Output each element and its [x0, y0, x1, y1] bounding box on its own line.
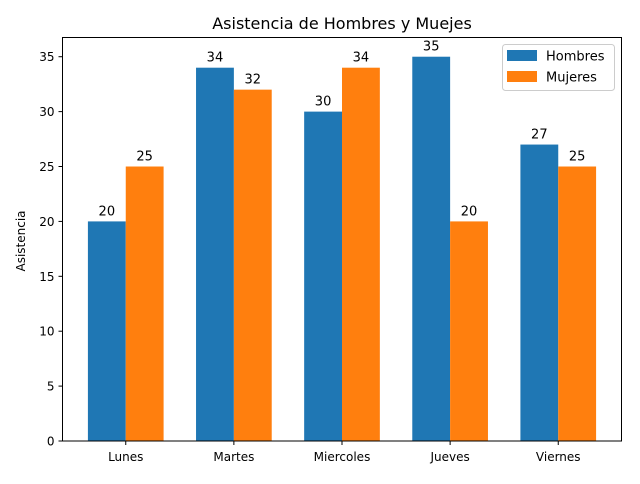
data-label: 25 [136, 150, 153, 165]
y-tick-label: 25 [39, 160, 54, 174]
y-tick-label: 10 [39, 325, 54, 339]
bar-mujeres-lunes [125, 166, 164, 442]
legend-label-hombres: Hombres [546, 50, 605, 65]
legend-swatch-mujeres [507, 71, 537, 82]
bar-hombres-viernes [520, 144, 559, 441]
data-label: 30 [315, 95, 332, 110]
bar-mujeres-martes [233, 89, 272, 441]
bar-mujeres-viernes [558, 166, 597, 442]
y-tick-label: 0 [47, 435, 55, 449]
bar-hombres-martes [196, 67, 234, 441]
bar-hombres-miercoles [304, 111, 342, 441]
plot-area: 20 34 30 35 27 25 32 34 20 25 Lunes Martes Miercoles… [39, 40, 597, 464]
axes-frame [62, 37, 622, 442]
data-label: 35 [423, 40, 440, 55]
y-tick-label: 15 [39, 270, 54, 284]
x-tick-label: Martes [213, 450, 254, 464]
x-tick-label: Miercoles [314, 450, 371, 464]
data-label: 34 [207, 51, 224, 66]
data-label: 20 [461, 204, 478, 219]
y-tick-label: 5 [47, 380, 55, 394]
y-axis-label: Asistencia [14, 210, 28, 271]
bar-mujeres-miercoles [342, 67, 380, 441]
x-tick-label: Viernes [536, 450, 581, 464]
data-label: 34 [353, 51, 370, 66]
bar-hombres-jueves [412, 56, 451, 441]
data-label: 32 [245, 73, 262, 88]
y-tick-label: 35 [39, 50, 54, 64]
chart-title: Asistencia de Hombres y Muejes [212, 14, 472, 33]
legend-label-mujeres: Mujeres [546, 71, 597, 86]
data-label: 25 [569, 150, 586, 165]
x-tick-label: Jueves [429, 450, 469, 464]
legend: Hombres Mujeres [502, 44, 615, 91]
legend-swatch-hombres [507, 50, 537, 61]
data-label: 27 [531, 128, 548, 143]
bar-hombres-lunes [87, 221, 126, 441]
y-tick-label: 30 [39, 105, 54, 119]
bar-mujeres-jueves [450, 221, 488, 441]
x-tick-label: Lunes [108, 450, 143, 464]
data-label: 20 [99, 204, 116, 219]
y-tick-label: 20 [39, 215, 54, 229]
